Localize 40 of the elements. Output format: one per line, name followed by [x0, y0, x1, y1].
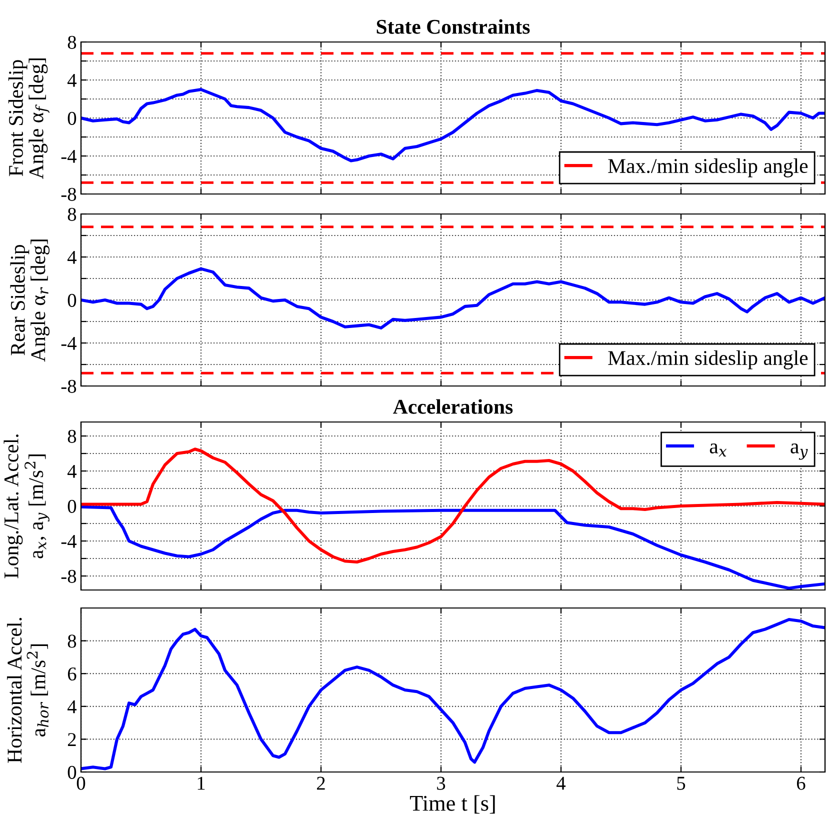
- x-axis-title: Time t [s]: [410, 795, 495, 814]
- y-tick-label: -8: [61, 188, 76, 201]
- y-tick-label: -4: [61, 150, 77, 163]
- legend-label: Max./min sideslip angle: [608, 350, 808, 370]
- x-tick-label: 4: [556, 776, 566, 790]
- y-tick-label: 0: [68, 112, 76, 125]
- y-tick-label: 0: [68, 766, 76, 779]
- x-tick-label: 0: [76, 776, 86, 790]
- y-tick-label: 6: [68, 667, 76, 681]
- y-tick-label: 0: [68, 500, 76, 513]
- y-tick-label: 2: [68, 733, 76, 746]
- line-series: [81, 618, 825, 770]
- y-tick-label: -8: [61, 570, 76, 583]
- line-series: [81, 267, 825, 330]
- x-tick-label: 3: [437, 776, 446, 790]
- legend-label: a$_{y}$: [790, 443, 808, 460]
- y-tick-label: 0: [68, 294, 76, 307]
- chart-title: State Constraints: [376, 19, 530, 34]
- y-tick-label: 4: [67, 464, 77, 478]
- y-tick-label: 8: [68, 430, 76, 443]
- y-axis-title: Horizontal Accel. a$_{hor}$ [m/s$^{2}$]: [7, 618, 49, 763]
- x-tick-label: 5: [677, 776, 686, 790]
- y-axis-title: Rear Sideslip Angle α$_{r}$ [deg]: [10, 240, 50, 362]
- x-tick-label: 1: [198, 776, 205, 790]
- y-tick-label: -8: [61, 380, 76, 393]
- chart-title: Accelerations: [393, 399, 513, 414]
- legend-label: a$_{x}$: [710, 443, 727, 456]
- y-tick-label: -4: [61, 336, 77, 350]
- x-tick-label: 6: [796, 776, 806, 790]
- y-tick-label: 8: [68, 634, 76, 648]
- x-tick-label: 2: [316, 776, 325, 790]
- y-tick-label: 4: [67, 250, 77, 264]
- y-tick-label: -4: [61, 534, 77, 548]
- legend-label: Max./min sideslip angle: [608, 158, 808, 178]
- y-axis-title: Front Sideslip Angle α$_{f}$ [deg]: [8, 58, 50, 180]
- y-axis-title: Long./Lat. Accel. a$_{x}$, a$_{y}$ [m/s$^{2}$]: [4, 434, 50, 578]
- y-tick-label: 4: [67, 700, 77, 714]
- y-tick-label: 8: [68, 208, 76, 221]
- y-tick-label: 4: [67, 74, 77, 87]
- y-tick-label: 8: [68, 36, 76, 49]
